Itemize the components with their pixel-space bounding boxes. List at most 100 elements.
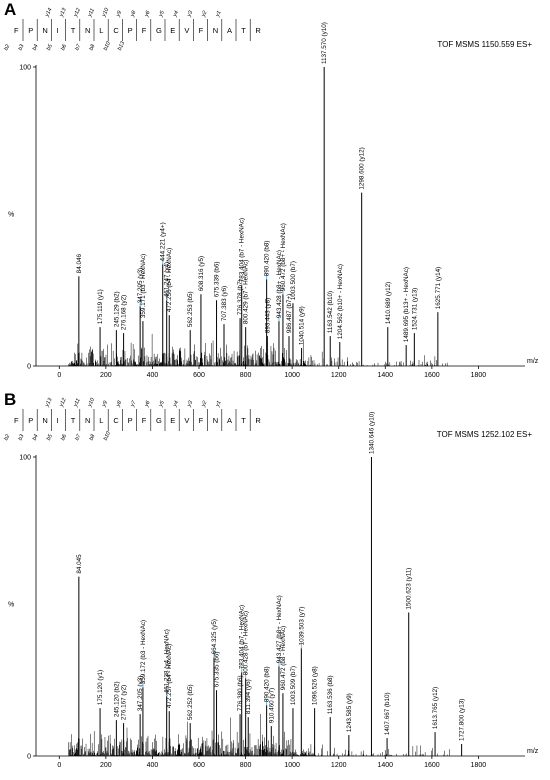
peak-label: 783.404 (b7 - HexNAc): [239, 605, 246, 669]
x-axis-label: m/z: [527, 358, 539, 365]
peak-label: 461.238 (y4 - HexNAc): [164, 629, 171, 693]
peak-label: 910.460 (y7): [268, 688, 275, 723]
peak-label: 1163.542 (b10): [327, 291, 334, 333]
peak-label: 245.120 (b2): [113, 681, 120, 717]
sequence-residue: I: [57, 416, 59, 425]
peak-label: 776.378 (b7): [237, 279, 244, 315]
peak-label: 1163.536 (b8): [327, 675, 334, 714]
x-tick-label: 0: [57, 762, 61, 769]
sequence-residue: T: [71, 416, 76, 425]
peak-label: 960.472 (b8 - HexNAc): [280, 626, 287, 690]
peak-label: 783.404 (b7 - HexNAc): [239, 218, 246, 282]
sequence-residue: L: [99, 416, 103, 425]
y-tick-label: 0: [27, 364, 31, 371]
peak-label: 1039.503 (y7): [298, 607, 305, 646]
peak-label: 664.325 (y5): [211, 619, 218, 654]
sequence-residue: L: [99, 26, 103, 35]
x-tick-label: 200: [100, 762, 112, 769]
sequence-residue: R: [255, 416, 261, 425]
b-ion-label: b7: [74, 433, 82, 442]
y-ion-label: y8: [129, 9, 138, 19]
b-ion-label: b8: [89, 433, 97, 442]
x-tick-label: 600: [193, 762, 205, 769]
peak-label: 175.119 (y1): [97, 289, 104, 324]
b-ion-label: b4: [32, 434, 40, 442]
sequence-residue: I: [57, 26, 59, 35]
peak-label: 890.420 (b8): [264, 666, 271, 702]
peak-label: 359.171 (b3 - HexNAc): [140, 254, 147, 318]
peak-label: 1204.562 (b10+ - HexNAc): [337, 264, 344, 339]
x-tick-label: 1800: [471, 372, 487, 379]
peak-label: 472.256 (b4 - HexNAc): [166, 248, 173, 312]
y-ion-label: y2: [200, 10, 208, 19]
peak-label: 562.252 (b5): [187, 684, 194, 720]
y-ion-label: y1: [214, 400, 222, 409]
x-tick-label: 1400: [377, 372, 393, 379]
peak-label: 1137.570 (y10): [321, 22, 328, 64]
b-ion-label: b13: [117, 40, 127, 52]
b-ion-label: b2: [3, 44, 11, 52]
peak-label: 347.205 (y3): [137, 268, 144, 303]
peak-label: 776.380 (b6): [237, 675, 244, 711]
peak-label: 675.339 (b6): [214, 262, 221, 298]
b-ion-label: b8: [89, 43, 97, 52]
y-ion-label: y5: [158, 9, 167, 19]
x-tick-label: 1600: [424, 372, 440, 379]
sequence-residue: R: [255, 26, 261, 35]
peak-label: 276.168 (y2): [121, 295, 128, 330]
b-ion-label: b4: [32, 44, 40, 52]
peak-label: 359.172 (b3 - HexNAc): [140, 620, 147, 684]
sequence-residue: N: [213, 26, 218, 35]
sequence-residue: E: [170, 416, 175, 425]
b-ion-label: b6: [60, 43, 68, 52]
x-tick-label: 1000: [284, 762, 300, 769]
peak-label: 1096.526 (y8): [312, 666, 319, 705]
sequence-residue: C: [113, 416, 119, 425]
sequence-residue: G: [156, 26, 162, 35]
x-tick-label: 200: [100, 372, 112, 379]
peak-label: 1489.695 (b13+ - HexNAc): [403, 267, 410, 342]
sequence-residue: T: [241, 416, 246, 425]
x-tick-label: 800: [240, 762, 252, 769]
sequence-residue: A: [227, 26, 232, 35]
peak-label: 461.247 (y4): [164, 262, 171, 297]
y-ion-label: y4: [172, 10, 180, 19]
peak-label: 893.443 (y8): [264, 298, 271, 333]
peak-label: 1003.509 (b7): [290, 666, 297, 705]
peak-label: 245.129 (b2): [113, 291, 120, 327]
panel-label: A: [4, 0, 17, 19]
y-ion-label: y6: [143, 9, 152, 19]
x-tick-label: 400: [147, 372, 159, 379]
x-axis-label: m/z: [527, 748, 539, 755]
y-ion-label: y3: [186, 399, 195, 409]
y-ion-label: y11: [87, 8, 96, 19]
sequence-residue: P: [128, 416, 133, 425]
b-ion-label: b5: [46, 43, 54, 52]
sequence-residue: P: [28, 26, 33, 35]
y-tick-label: 0: [27, 754, 31, 761]
sequence-residue: G: [156, 416, 162, 425]
y-ion-label: y14: [44, 7, 54, 18]
sequence-residue: A: [227, 416, 232, 425]
y-ion-label: y9: [115, 10, 123, 19]
y-ion-label: y12: [72, 7, 82, 18]
y-ion-label: y4: [172, 400, 180, 409]
y-tick-label: 100: [19, 455, 31, 462]
y-tick-label: 100: [19, 65, 31, 72]
b-ion-label: b10: [103, 430, 113, 442]
sequence-residue: N: [85, 26, 90, 35]
sequence-residue: P: [128, 26, 133, 35]
sequence-residue: V: [184, 26, 189, 35]
peak-label: 800.428 (b7 - HexNAc): [243, 611, 250, 675]
sequence-residue: F: [199, 26, 204, 35]
peak-label: 1298.600 (y12): [359, 147, 366, 189]
sequence-residue: E: [170, 26, 175, 35]
sequence-residue: F: [142, 26, 147, 35]
sequence-residue: F: [14, 26, 19, 35]
sequence-residue: C: [113, 26, 119, 35]
peak-label: 608.316 (y5): [198, 256, 205, 291]
y-ion-label: y7: [129, 399, 138, 409]
peak-label: 472.257 (b4 - HexNAc): [166, 644, 173, 708]
